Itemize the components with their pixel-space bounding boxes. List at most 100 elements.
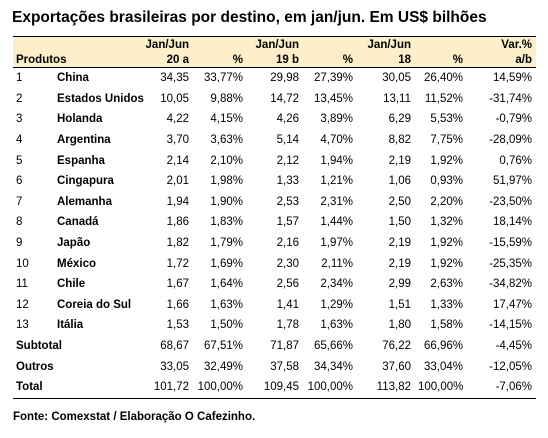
summary-row: Outros 33,05 32,49% 37,58 34,34% 37,60 33,04% -…: [13, 356, 536, 377]
row-v18: 1,06: [388, 175, 411, 188]
row-p18: 1,33%: [430, 298, 463, 311]
exports-table: Jan/Jun Jan/Jun Jan/Jun Var.% Produtos 2…: [13, 36, 536, 399]
row-p20: 1,90%: [210, 195, 243, 208]
table-row: 1 China 34,35 33,77% 29,98 27,39% 30,05 26,40% 1…: [13, 68, 536, 89]
row-rank: 5: [16, 154, 23, 167]
summary-label: Subtotal: [16, 340, 62, 353]
row-v20: 1,66: [166, 298, 189, 311]
row-v19: 1,78: [276, 319, 299, 332]
row-v19: 2,56: [276, 278, 299, 291]
summary-p18: 33,04%: [423, 360, 463, 373]
summary-v19: 71,87: [270, 340, 299, 353]
row-p19: 1,29%: [320, 298, 353, 311]
summary-v20: 101,72: [135, 376, 193, 399]
summary-var: -4,45%: [495, 340, 532, 353]
row-v19: 2,53: [276, 195, 299, 208]
row-p19: 27,39%: [313, 72, 353, 85]
row-v18: 13,11: [383, 92, 411, 105]
row-country: Argentina: [57, 134, 111, 147]
row-var: -15,59%: [489, 237, 532, 250]
row-p19: 1,21%: [320, 175, 353, 188]
row-p19: 1,44%: [320, 216, 353, 229]
row-v18: 1,80: [388, 319, 411, 332]
row-p19: 1,94%: [320, 154, 353, 167]
row-rank: 1: [16, 72, 23, 85]
row-var: -28,09%: [489, 134, 532, 147]
summary-p18: 100,00%: [415, 376, 467, 399]
row-country: Japão: [57, 237, 91, 250]
row-v19: 4,26: [276, 113, 299, 126]
row-v19: 2,12: [276, 154, 299, 167]
summary-v19: 109,45: [247, 376, 303, 399]
header-pct-2020: %: [193, 52, 247, 68]
table-row: 12 Coreia do Sul 1,66 1,63% 1,41 1,29% 1,51 1,3…: [13, 295, 536, 316]
row-var: 17,47%: [492, 298, 532, 311]
row-var: -31,74%: [489, 92, 532, 105]
row-v19: 2,30: [276, 257, 299, 270]
table-row: 5 Espanha 2,14 2,10% 2,12 1,94% 2,19 1,92% 0,76%: [13, 150, 536, 171]
summary-v18: 37,60: [382, 360, 411, 373]
row-country: Canadá: [57, 216, 99, 229]
row-p18: 26,40%: [423, 72, 463, 85]
summary-label: Outros: [16, 360, 54, 373]
row-country: Chile: [57, 278, 86, 291]
row-v19: 2,16: [276, 237, 299, 250]
summary-var: -12,05%: [489, 360, 532, 373]
table-row: 8 Canadá 1,86 1,83% 1,57 1,44% 1,50 1,32% 18,14%: [13, 212, 536, 233]
row-p18: 2,20%: [430, 195, 463, 208]
table-row: 3 Holanda 4,22 4,15% 4,26 3,89% 6,29 5,53% -0,79…: [13, 109, 536, 130]
row-v20: 1,86: [166, 216, 189, 229]
row-v18: 30,05: [382, 72, 411, 85]
row-p20: 2,10%: [210, 154, 243, 167]
row-v20: 1,94: [166, 195, 189, 208]
header-pct-2018: %: [415, 52, 467, 68]
row-v20: 3,70: [166, 134, 189, 147]
header-var-line2: a/b: [467, 52, 536, 68]
row-country: Holanda: [57, 113, 103, 126]
summary-row: Subtotal 68,67 67,51% 71,87 65,66% 76,22 66,96…: [13, 336, 536, 357]
row-rank: 13: [16, 319, 29, 332]
row-p18: 1,58%: [430, 319, 463, 332]
row-p18: 0,93%: [430, 175, 463, 188]
summary-v18: 76,22: [382, 340, 411, 353]
row-v18: 1,51: [388, 298, 411, 311]
row-country: Coreia do Sul: [57, 298, 132, 311]
row-p19: 2,34%: [320, 278, 353, 291]
summary-label: Total: [13, 376, 135, 399]
row-p20: 4,15%: [210, 113, 243, 126]
row-country: China: [57, 72, 89, 85]
row-var: 14,59%: [492, 72, 532, 85]
row-v18: 1,50: [388, 216, 411, 229]
header-2019-line2: 19 b: [247, 52, 303, 68]
row-v19: 1,41: [276, 298, 299, 311]
row-v19: 1,33: [276, 175, 299, 188]
header-2019-line1: Jan/Jun: [247, 36, 303, 52]
header-2020-line1: Jan/Jun: [135, 36, 193, 52]
row-v20: 2,01: [166, 175, 189, 188]
table-row: 4 Argentina 3,70 3,63% 5,14 4,70% 8,82 7,75% -28…: [13, 130, 536, 151]
table-body: 1 China 34,35 33,77% 29,98 27,39% 30,05 26,40% 1…: [13, 68, 536, 399]
row-rank: 10: [16, 257, 29, 270]
row-var: -25,35%: [489, 257, 532, 270]
table-row: 10 México 1,72 1,69% 2,30 2,11% 2,19 1,92% -25,3…: [13, 253, 536, 274]
row-country: Alemanha: [57, 195, 112, 208]
row-country: Itália: [57, 319, 84, 332]
row-p18: 11,52%: [424, 92, 463, 105]
row-v20: 10,05: [160, 92, 189, 105]
row-p20: 1,63%: [210, 298, 243, 311]
row-rank: 7: [16, 195, 23, 208]
summary-p19: 100,00%: [303, 376, 357, 399]
table-row: 13 Itália 1,53 1,50% 1,78 1,63% 1,80 1,58% -14,1…: [13, 315, 536, 336]
row-country: Espanha: [57, 154, 105, 167]
row-var: 18,14%: [492, 216, 532, 229]
row-p20: 1,83%: [210, 216, 243, 229]
summary-var: -7,06%: [467, 376, 536, 399]
row-v18: 2,19: [388, 257, 411, 270]
row-var: -0,79%: [495, 113, 532, 126]
header-2020-line2: 20 a: [135, 52, 193, 68]
row-var: -23,50%: [489, 195, 532, 208]
row-p20: 1,69%: [210, 257, 243, 270]
row-v20: 34,35: [160, 72, 189, 85]
table-header: Jan/Jun Jan/Jun Jan/Jun Var.% Produtos 2…: [13, 36, 536, 68]
summary-p19: 34,34%: [313, 360, 353, 373]
